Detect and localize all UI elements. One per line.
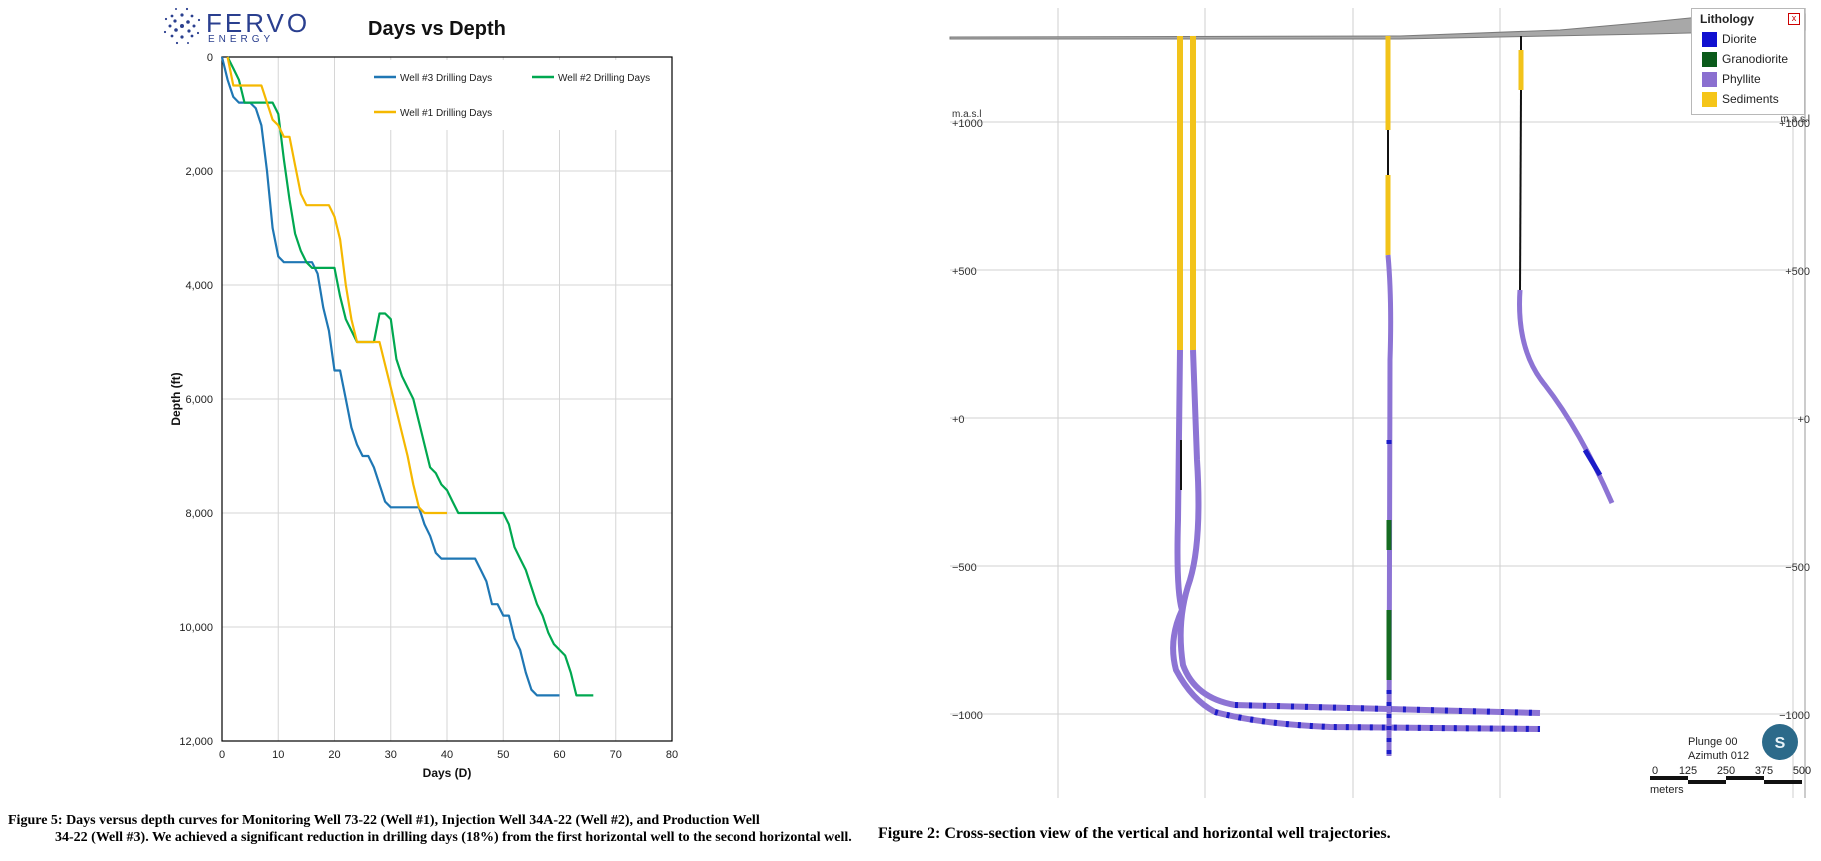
legend-swatch <box>1702 31 1717 47</box>
x-tick-label: 30 <box>385 749 397 761</box>
series-line-2 <box>226 56 594 697</box>
well-d-diorite <box>1582 448 1603 477</box>
figure-5-caption: Figure 5: Days versus depth curves for M… <box>8 812 854 846</box>
legend-label: Well #2 Drilling Days <box>558 73 650 84</box>
legend-item-granodiorite: Granodiorite <box>1702 51 1788 67</box>
azimuth-label: Azimuth 012 <box>1688 750 1749 762</box>
cross-section-panel: +1000 +1000 +500 +500 +0 +0 −500 −500 −1000 −1000… <box>870 0 1821 861</box>
elevation-label-left: +0 <box>952 414 965 426</box>
view-background <box>950 8 1805 798</box>
y-tick-label: 4,000 <box>185 280 213 292</box>
legend-label: Granodiorite <box>1722 52 1789 66</box>
scale-bar-tick: 0 <box>1652 765 1658 777</box>
plunge-label: Plunge 00 <box>1688 736 1738 748</box>
y-axis-title: Depth (ft) <box>169 372 183 425</box>
legend-label: Well #3 Drilling Days <box>400 73 492 84</box>
legend-swatch <box>1702 71 1717 87</box>
well-c-phyllite <box>1385 254 1394 757</box>
series-line-1 <box>220 56 560 697</box>
scale-bar-segment <box>1764 780 1802 784</box>
legend-label: Phyllite <box>1722 72 1761 86</box>
elevation-label-right: +0 <box>1797 414 1810 426</box>
legend-item-diorite: Diorite <box>1702 31 1757 47</box>
elevation-label-left: −500 <box>952 562 977 574</box>
chart-title: Days vs Depth <box>368 18 506 40</box>
legend-label: Well #1 Drilling Days <box>400 108 492 119</box>
x-tick-label: 70 <box>610 749 622 761</box>
logo-subword: ENERGY <box>208 34 275 45</box>
legend-background <box>365 60 665 130</box>
caption-rest: 34-22 (Well #3). We achieved a significa… <box>55 830 852 845</box>
y-tick-label: 0 <box>207 52 213 64</box>
scale-bar-segment <box>1726 776 1764 780</box>
legend-swatch <box>1702 51 1717 67</box>
caption-lead: Figure 5: Days versus depth curves for M… <box>8 813 760 828</box>
y-tick-label: 12,000 <box>179 736 213 748</box>
y-tick-label: 8,000 <box>185 508 213 520</box>
y-tick-label: 6,000 <box>185 394 213 406</box>
view-orientation-icon <box>1762 724 1798 760</box>
well-b-diorite <box>1234 702 1541 716</box>
elevation-label-right: +1000 <box>1779 118 1810 130</box>
legend-swatch <box>1702 91 1717 107</box>
fervo-logo-icon <box>163 7 201 45</box>
scale-bar-tick: 500 <box>1793 765 1811 777</box>
x-axis-title: Days (D) <box>423 766 472 780</box>
legend-label: Sediments <box>1722 92 1779 106</box>
x-tick-label: 50 <box>497 749 509 761</box>
series-line-3 <box>226 56 447 515</box>
y-tick-label: 10,000 <box>179 622 213 634</box>
elevation-label-left: +1000 <box>952 118 983 130</box>
logo-word: FERVO <box>206 8 311 38</box>
x-tick-label: 60 <box>553 749 565 761</box>
x-tick-label: 20 <box>328 749 340 761</box>
masl-label-left: m.a.s.l <box>952 109 981 120</box>
well-b-phyllite <box>1177 349 1541 716</box>
cross-section-view: +1000 +1000 +500 +500 +0 +0 −500 −500 −1000 −1000… <box>949 8 1811 798</box>
elevation-label-right: −500 <box>1785 562 1810 574</box>
x-tick-label: 40 <box>441 749 453 761</box>
x-tick-label: 80 <box>666 749 678 761</box>
fervo-logo: FERVO ENERGY <box>162 6 322 46</box>
well-d-unlogged <box>1519 89 1522 291</box>
x-tick-label: 10 <box>272 749 284 761</box>
view-orientation-label: S <box>1775 735 1786 752</box>
legend-label: Diorite <box>1722 32 1757 46</box>
scale-bar-segment <box>1650 776 1688 780</box>
legend-title: Lithology <box>1700 12 1754 26</box>
legend-item-phyllite: Phyllite <box>1702 71 1761 87</box>
scale-bar-unit: meters <box>1650 784 1684 796</box>
elevation-label-right: +500 <box>1785 266 1810 278</box>
well-a-diorite <box>1214 709 1541 732</box>
x-tick-label: 0 <box>219 749 225 761</box>
scale-bar-segment <box>1688 780 1726 784</box>
close-icon[interactable]: x <box>1788 13 1800 25</box>
scale-bar-tick: 250 <box>1717 765 1735 777</box>
days-vs-depth-panel: FERVO ENERGY Days vs Depth 0 10 20 30 40 50 60… <box>0 0 870 861</box>
elevation-label-left: +500 <box>952 266 977 278</box>
y-tick-label: 2,000 <box>185 166 213 178</box>
elevation-label-left: −1000 <box>952 710 983 722</box>
days-depth-chart: 0 10 20 30 40 50 60 70 80 0 2,000 4,000 6,000 8,000 10… <box>169 52 678 780</box>
ground-surface <box>949 13 1806 40</box>
lithology-legend: Lithology x Diorite Granodiorite Phyllit… <box>1691 8 1805 115</box>
scale-bar-tick: 375 <box>1755 765 1773 777</box>
legend-item-sediments: Sediments <box>1702 91 1779 107</box>
plot-frame <box>221 56 673 742</box>
figure-2-caption: Figure 2: Cross-section view of the vert… <box>878 825 1391 842</box>
masl-label-right: m.a.s.l <box>1781 114 1810 125</box>
scale-bar-tick: 125 <box>1679 765 1697 777</box>
elevation-label-right: −1000 <box>1779 710 1810 722</box>
